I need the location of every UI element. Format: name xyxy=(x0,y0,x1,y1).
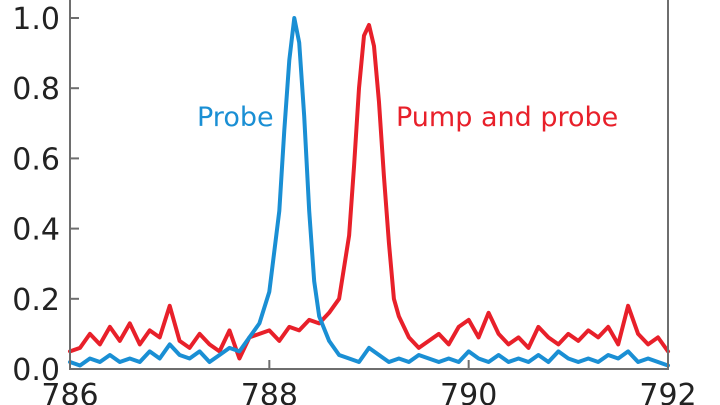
x-tick-label: 788 xyxy=(241,378,298,405)
y-tick-label: 0.8 xyxy=(12,72,60,107)
series-label-probe: Probe xyxy=(197,102,274,133)
x-tick-label: 786 xyxy=(41,378,98,405)
series-label-pump-and-probe: Pump and probe xyxy=(396,102,618,133)
series-line-probe xyxy=(68,16,670,368)
y-tick-label: 1.0 xyxy=(12,2,60,37)
plot-frame xyxy=(69,0,669,370)
y-tick-label: 0.0 xyxy=(12,353,60,388)
x-axis-ticks: 786 788 790 792 xyxy=(41,360,697,405)
y-axis-ticks: 0.0 0.2 0.4 0.6 0.8 1.0 xyxy=(12,2,79,388)
x-tick-label: 792 xyxy=(639,378,696,405)
y-tick-label: 0.6 xyxy=(12,142,60,177)
y-tick-label: 0.4 xyxy=(12,213,60,248)
y-tick-label: 0.2 xyxy=(12,283,60,318)
series-lines xyxy=(68,16,670,368)
series-line-pump-and-probe xyxy=(68,23,670,361)
x-tick-label: 790 xyxy=(440,378,497,405)
